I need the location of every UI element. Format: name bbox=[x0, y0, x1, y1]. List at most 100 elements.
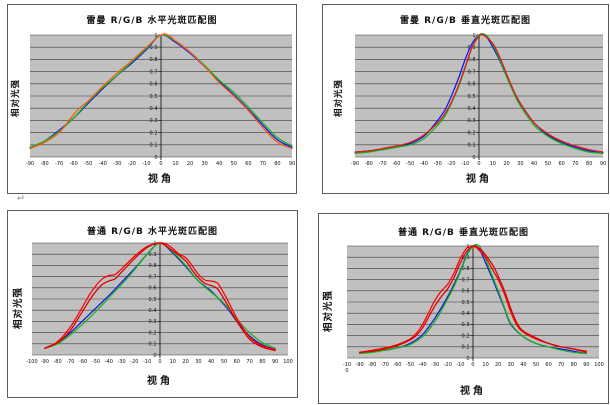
svg-text:0.3: 0.3 bbox=[468, 118, 476, 124]
svg-text:-80: -80 bbox=[365, 161, 373, 167]
svg-text:-20: -20 bbox=[447, 161, 455, 167]
svg-text:50: 50 bbox=[221, 359, 227, 365]
svg-text:-90: -90 bbox=[356, 362, 364, 368]
svg-text:0.6: 0.6 bbox=[150, 82, 158, 88]
svg-text:-80: -80 bbox=[368, 362, 376, 368]
svg-text:100: 100 bbox=[594, 362, 604, 368]
svg-text:0.8: 0.8 bbox=[468, 57, 476, 63]
svg-text:0.2: 0.2 bbox=[468, 130, 476, 136]
svg-text:70: 70 bbox=[558, 362, 564, 368]
svg-text:10: 10 bbox=[490, 161, 496, 167]
svg-text:60: 60 bbox=[545, 362, 551, 368]
svg-text:0.2: 0.2 bbox=[462, 333, 470, 339]
svg-text:0.4: 0.4 bbox=[462, 311, 470, 317]
svg-text:0.7: 0.7 bbox=[462, 277, 470, 283]
svg-text:80: 80 bbox=[274, 161, 280, 167]
svg-text:20: 20 bbox=[495, 362, 501, 368]
svg-text:-10: -10 bbox=[142, 161, 150, 167]
svg-text:0.1: 0.1 bbox=[150, 143, 158, 149]
svg-text:0.2: 0.2 bbox=[150, 130, 158, 136]
svg-text:10: 10 bbox=[172, 161, 178, 167]
svg-text:-100: -100 bbox=[343, 362, 351, 374]
leiman-vertical-chart-panel: 雷曼 R/G/B 垂直光斑匹配图 0 0.1 0.2 0.3 0.4 0.5 0.6 0.7 0… bbox=[322, 4, 609, 194]
svg-text:-30: -30 bbox=[113, 161, 121, 167]
leiman-horizontal-chart-panel: 雷曼 R/G/B 水平光斑匹配图 0 0.1 0.2 0.3 0.4 0.5 0.6 0.7 0… bbox=[7, 4, 297, 194]
y-axis-title: 相对光强 bbox=[334, 78, 345, 118]
svg-text:10: 10 bbox=[170, 359, 176, 365]
svg-text:-60: -60 bbox=[79, 359, 87, 365]
plot-area: 00.10.20.30.40.50.60.70.80.91-90 -80 -70 -6… bbox=[351, 33, 606, 167]
svg-text:60: 60 bbox=[234, 359, 240, 365]
svg-text:-60: -60 bbox=[392, 161, 400, 167]
svg-text:80: 80 bbox=[571, 362, 577, 368]
plot-area: 00.10.20.30.40.50.60.70.80.91-90 -80 -70 -6… bbox=[26, 33, 295, 167]
svg-text:40: 40 bbox=[216, 161, 222, 167]
x-axis-title: 视角 bbox=[460, 386, 486, 397]
plot-area: 00.10.20.30.40.50.60.70.80.91-100-90-80-… bbox=[26, 241, 292, 365]
chart-title: 雷曼 R/G/B 水平光斑匹配图 bbox=[86, 16, 218, 26]
svg-text:0.3: 0.3 bbox=[462, 322, 470, 328]
svg-text:30: 30 bbox=[517, 161, 523, 167]
svg-text:60: 60 bbox=[245, 161, 251, 167]
svg-text:0.6: 0.6 bbox=[149, 286, 157, 292]
svg-text:-10: -10 bbox=[143, 359, 151, 365]
putong-vertical-chart-panel: 普通 R/G/B 垂直光斑匹配图 0 0.1 0.2 0.3 0.4 0.5 0.6 0.7 0… bbox=[318, 213, 609, 404]
svg-text:0.8: 0.8 bbox=[150, 57, 158, 63]
svg-text:90: 90 bbox=[600, 161, 606, 167]
svg-text:90: 90 bbox=[289, 161, 295, 167]
svg-text:20: 20 bbox=[182, 359, 188, 365]
svg-text:40: 40 bbox=[531, 161, 537, 167]
svg-text:0.5: 0.5 bbox=[150, 94, 158, 100]
svg-text:0: 0 bbox=[477, 161, 480, 167]
chart-title: 雷曼 R/G/B 垂直光斑匹配图 bbox=[399, 16, 532, 26]
paragraph-return-mark: ↵ bbox=[17, 190, 24, 203]
svg-text:0.3: 0.3 bbox=[150, 118, 158, 124]
svg-text:0.7: 0.7 bbox=[150, 69, 158, 75]
svg-text:30: 30 bbox=[195, 359, 201, 365]
svg-text:-30: -30 bbox=[118, 359, 126, 365]
svg-text:-100: -100 bbox=[26, 359, 37, 365]
svg-text:60: 60 bbox=[558, 161, 564, 167]
svg-text:-90: -90 bbox=[26, 161, 34, 167]
svg-text:50: 50 bbox=[533, 362, 539, 368]
y-axis-title-wrap: 相对光强 bbox=[10, 273, 24, 343]
svg-text:10: 10 bbox=[482, 362, 488, 368]
svg-text:0.6: 0.6 bbox=[462, 289, 470, 295]
x-axis-title: 视角 bbox=[147, 376, 173, 387]
svg-text:0.8: 0.8 bbox=[462, 266, 470, 272]
svg-text:-50: -50 bbox=[406, 362, 414, 368]
svg-text:80: 80 bbox=[586, 161, 592, 167]
svg-text:0.4: 0.4 bbox=[468, 106, 476, 112]
y-axis-title: 相对光强 bbox=[11, 78, 22, 118]
svg-text:20: 20 bbox=[187, 161, 193, 167]
svg-text:-40: -40 bbox=[420, 161, 428, 167]
svg-text:-40: -40 bbox=[99, 161, 107, 167]
x-axis-title: 视角 bbox=[466, 174, 492, 185]
y-axis-title: 相对光强 bbox=[323, 289, 335, 333]
svg-text:-50: -50 bbox=[84, 161, 92, 167]
svg-text:40: 40 bbox=[208, 359, 214, 365]
svg-text:0.6: 0.6 bbox=[468, 82, 476, 88]
svg-text:30: 30 bbox=[508, 362, 514, 368]
svg-text:-30: -30 bbox=[434, 161, 442, 167]
svg-text:0.5: 0.5 bbox=[149, 297, 157, 303]
chart-title: 普通 R/G/B 垂直光斑匹配图 bbox=[397, 228, 530, 238]
svg-text:90: 90 bbox=[583, 362, 589, 368]
y-axis-title-wrap: 相对光强 bbox=[331, 63, 345, 133]
svg-text:0.3: 0.3 bbox=[149, 319, 157, 325]
svg-text:-50: -50 bbox=[92, 359, 100, 365]
svg-text:-90: -90 bbox=[41, 359, 49, 365]
svg-text:80: 80 bbox=[259, 359, 265, 365]
svg-text:-90: -90 bbox=[351, 161, 359, 167]
y-axis-title-wrap: 相对光强 bbox=[8, 63, 22, 133]
y-axis-title: 相对光强 bbox=[13, 286, 25, 330]
svg-text:-10: -10 bbox=[461, 161, 469, 167]
svg-text:-30: -30 bbox=[431, 362, 439, 368]
svg-text:-70: -70 bbox=[55, 161, 63, 167]
svg-text:-70: -70 bbox=[66, 359, 74, 365]
chart-title: 普通 R/G/B 水平光斑匹配图 bbox=[86, 227, 219, 237]
svg-text:70: 70 bbox=[246, 359, 252, 365]
svg-text:-60: -60 bbox=[70, 161, 78, 167]
